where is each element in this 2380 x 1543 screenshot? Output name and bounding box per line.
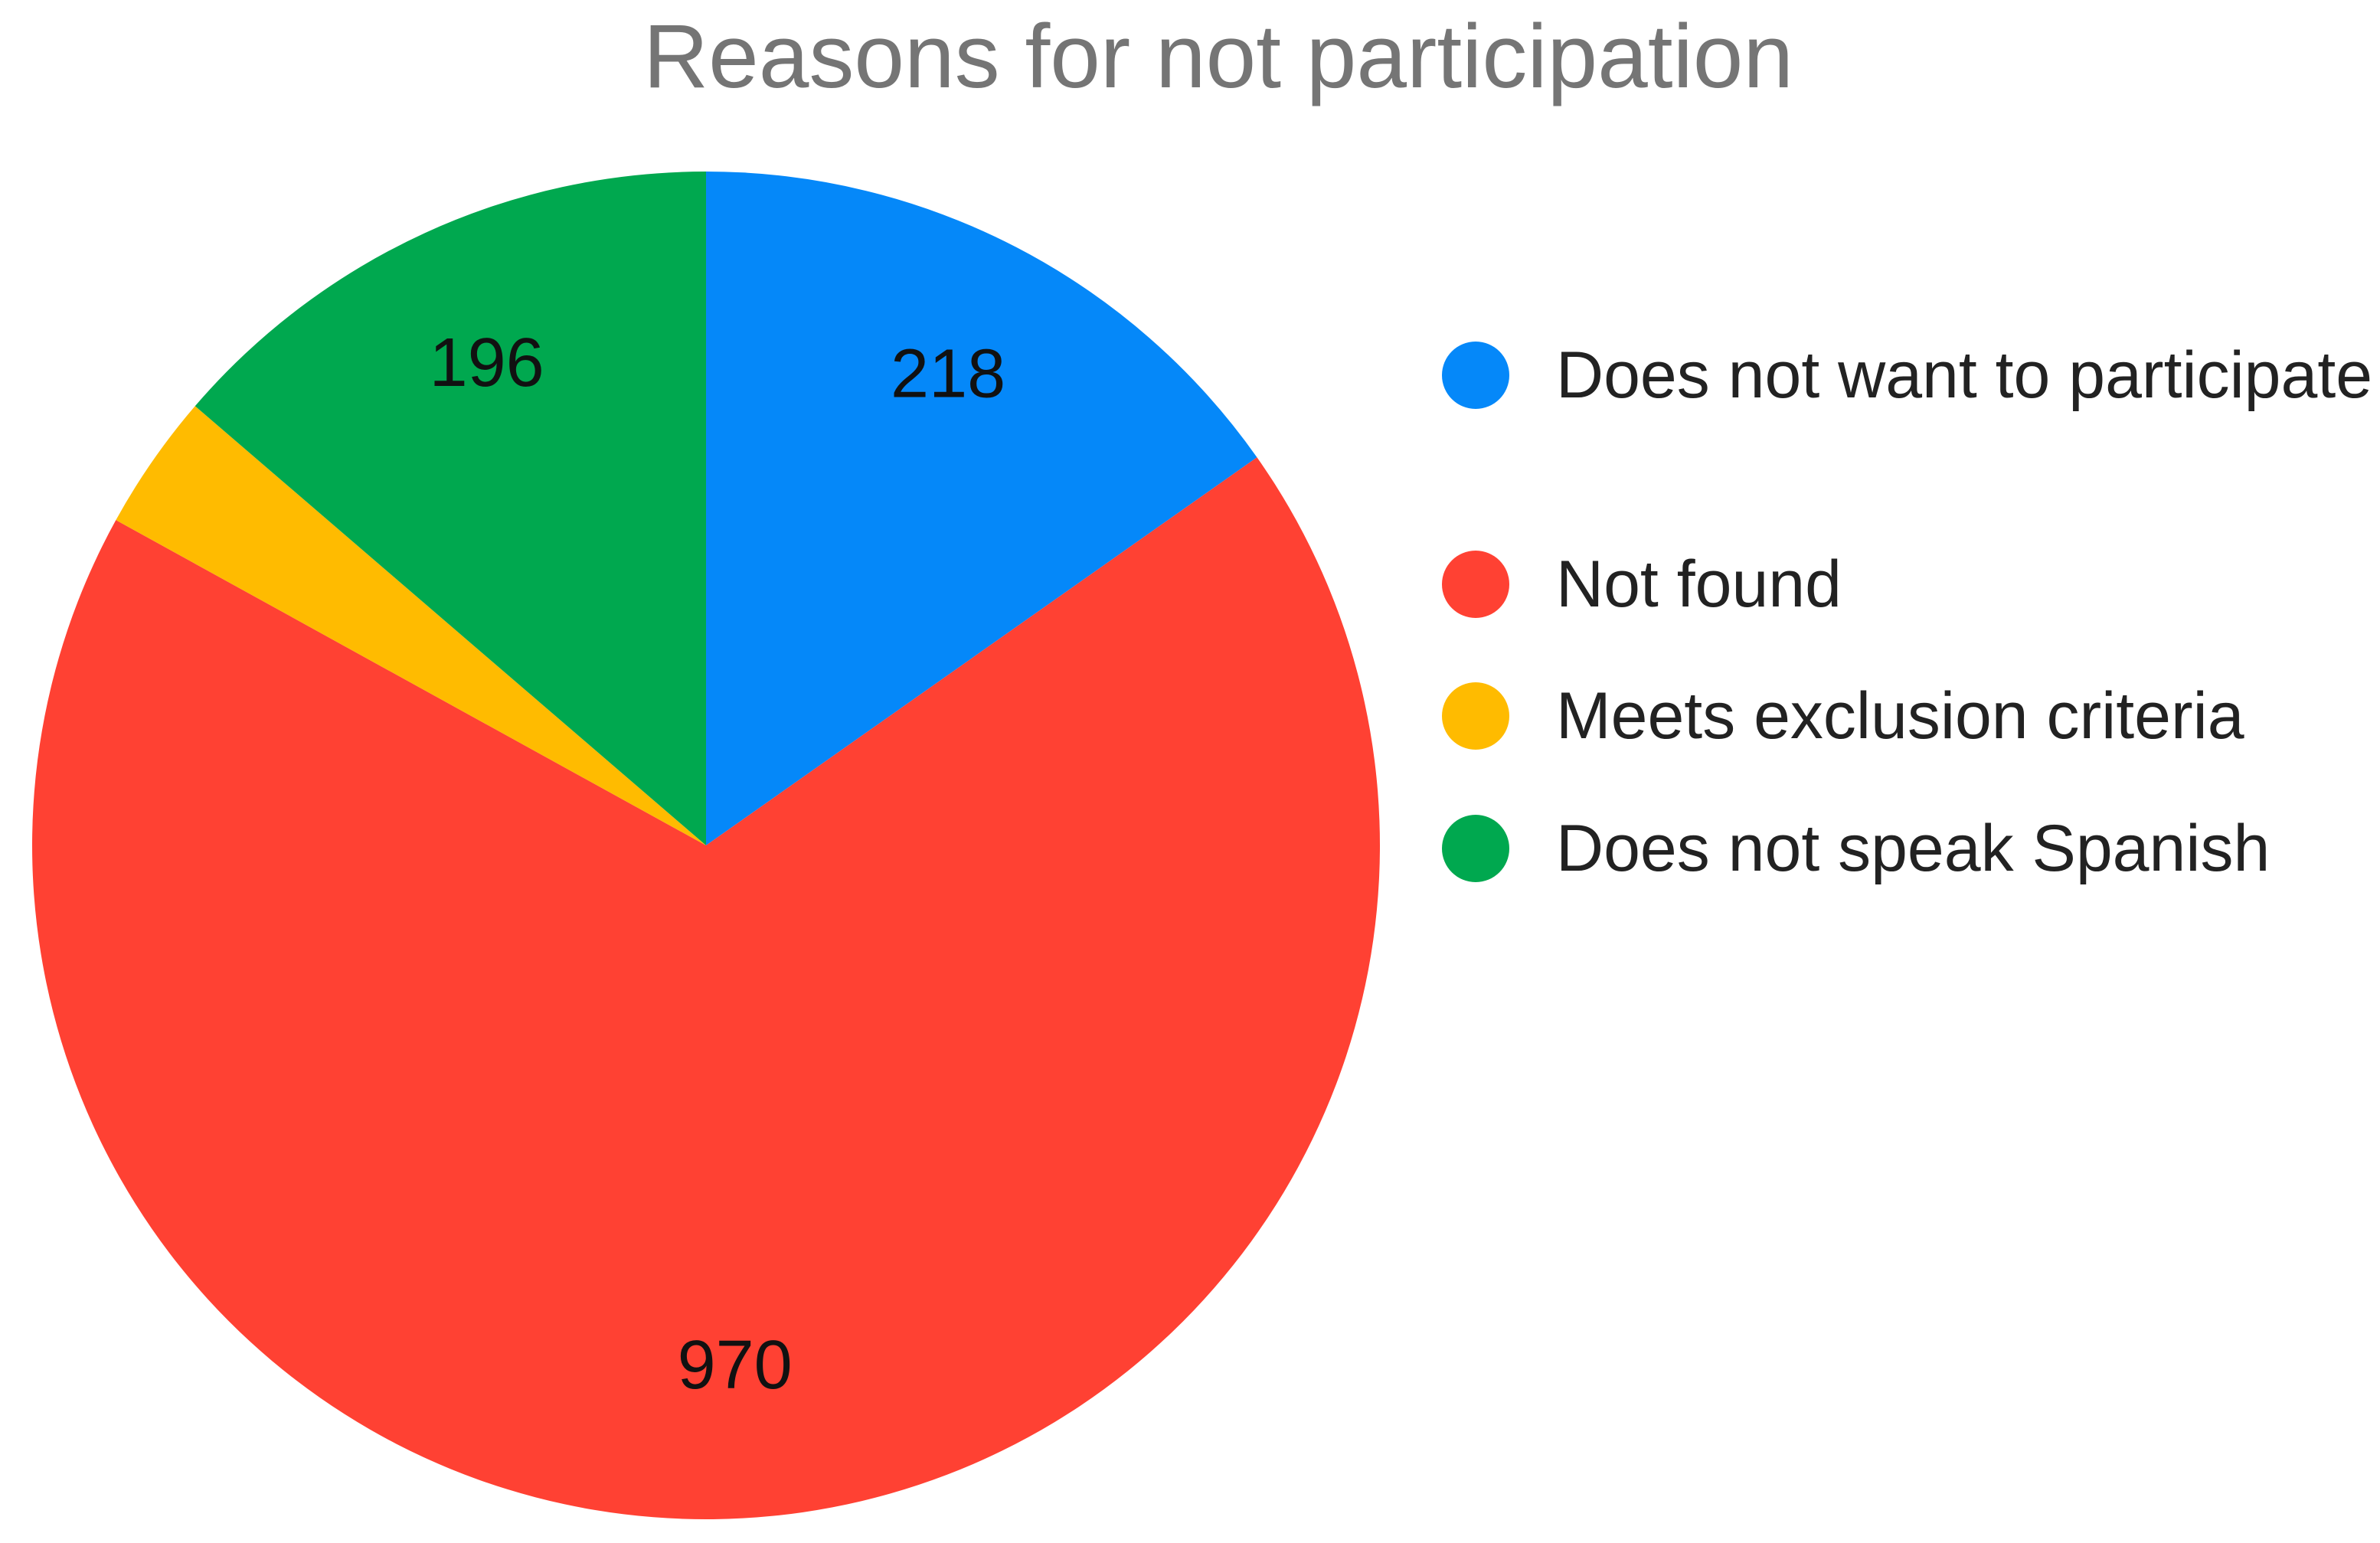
legend-label: Meets exclusion criteria bbox=[1556, 679, 2244, 753]
pie-slice bbox=[116, 406, 706, 845]
pie-slice bbox=[706, 172, 1257, 845]
chart-title: Reasons for not participation bbox=[643, 6, 1793, 107]
legend-marker bbox=[1442, 682, 1509, 750]
legend-marker bbox=[1442, 551, 1509, 618]
slice-label: 970 bbox=[678, 1327, 793, 1404]
legend-marker bbox=[1442, 342, 1509, 409]
legend-label: Not found bbox=[1556, 548, 1842, 621]
pie-slice bbox=[31, 457, 1380, 1520]
legend-label: Does not speak Spanish bbox=[1556, 812, 2270, 885]
legend-label: Does not want to participate bbox=[1556, 338, 2373, 412]
legend-marker bbox=[1442, 815, 1509, 882]
slice-label: 196 bbox=[430, 325, 544, 401]
slice-label: 218 bbox=[891, 336, 1005, 413]
pie-slice bbox=[195, 172, 707, 845]
